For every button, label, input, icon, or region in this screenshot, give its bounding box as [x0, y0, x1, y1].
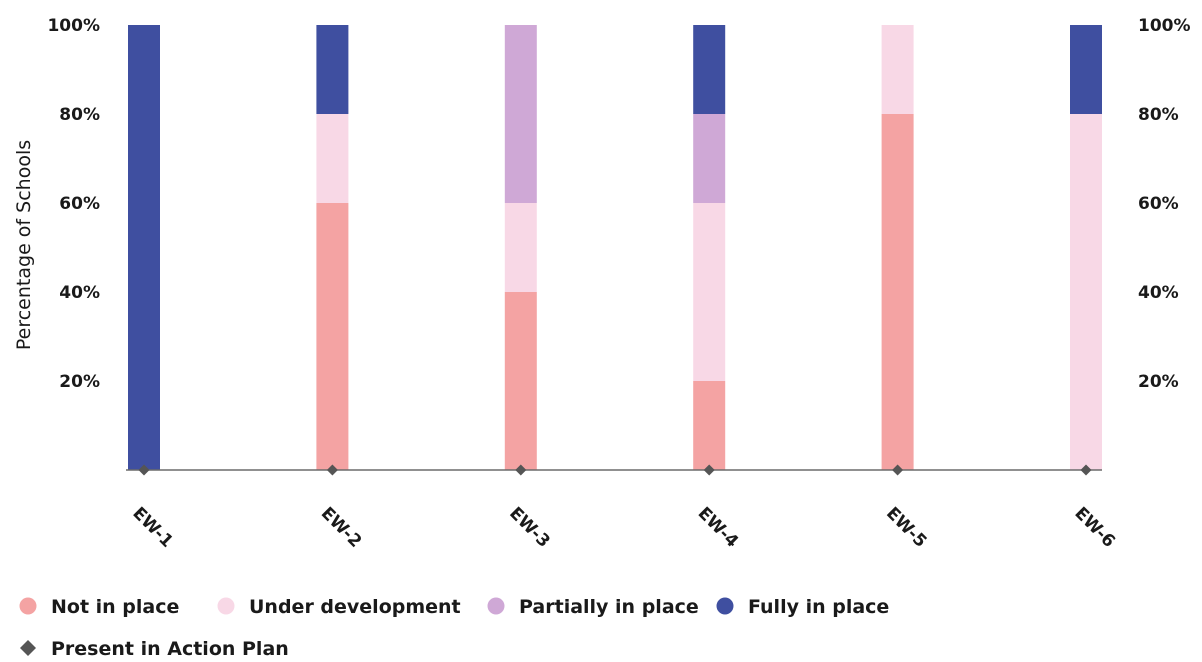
bar-segment [504, 25, 537, 203]
x-tick-label: EW-4 [694, 503, 743, 552]
legend: Not in place Under development Partially i… [19, 596, 889, 660]
action-plan-marker [326, 464, 338, 476]
y-tick-label-right: 80% [1138, 105, 1179, 125]
y-tick-label: 40% [59, 283, 100, 303]
legend-swatch [217, 597, 235, 615]
bar-segment [693, 203, 726, 381]
y-tick-label: 20% [59, 372, 100, 392]
legend-swatch [20, 640, 36, 656]
y-tick-label-right: 60% [1138, 194, 1179, 214]
left-y-axis: 20% 40% 60% 80% 100% [47, 16, 100, 392]
action-plan-marker [892, 464, 904, 476]
x-tick-label: EW-3 [505, 503, 553, 551]
action-plan-markers [138, 464, 1092, 476]
legend-label: Fully in place [748, 596, 889, 618]
bar-segment [693, 381, 726, 470]
legend-label: Present in Action Plan [51, 638, 289, 660]
bar-segment [881, 25, 914, 114]
action-plan-marker [138, 464, 150, 476]
bar-segment [504, 292, 537, 470]
x-axis: EW-1 EW-2 EW-3 EW-4 EW-5 EW-6 [128, 503, 1118, 552]
legend-label: Under development [249, 596, 461, 618]
action-plan-marker [703, 464, 715, 476]
legend-label: Not in place [51, 596, 179, 618]
x-tick-label: EW-2 [317, 503, 365, 551]
bar-segment [1070, 25, 1102, 114]
y-tick-label: 60% [59, 194, 100, 214]
action-plan-marker [1080, 464, 1092, 476]
bar-segment [881, 114, 914, 470]
bar-segment [504, 203, 537, 292]
bar-segment [693, 25, 726, 114]
x-tick-label: EW-6 [1070, 503, 1118, 551]
y-tick-label-right: 40% [1138, 283, 1179, 303]
bars [128, 25, 1102, 470]
legend-label: Partially in place [519, 596, 699, 618]
bar-segment [316, 25, 349, 114]
legend-swatch [716, 597, 734, 615]
bar-segment [128, 25, 160, 470]
y-tick-label: 100% [47, 16, 100, 36]
action-plan-marker [515, 464, 527, 476]
legend-swatch [487, 597, 505, 615]
x-tick-label: EW-1 [128, 503, 176, 551]
x-tick-label: EW-5 [882, 503, 930, 551]
y-tick-label-right: 100% [1138, 16, 1191, 36]
bar-segment [316, 114, 349, 203]
right-y-axis: 20% 40% 60% 80% 100% [1138, 16, 1191, 392]
legend-swatch [19, 597, 37, 615]
bar-segment [693, 114, 726, 203]
y-tick-label: 80% [59, 105, 100, 125]
y-tick-label-right: 20% [1138, 372, 1179, 392]
bar-segment [1070, 114, 1102, 470]
bar-segment [316, 203, 349, 470]
y-axis-label: Percentage of Schools [13, 140, 35, 350]
